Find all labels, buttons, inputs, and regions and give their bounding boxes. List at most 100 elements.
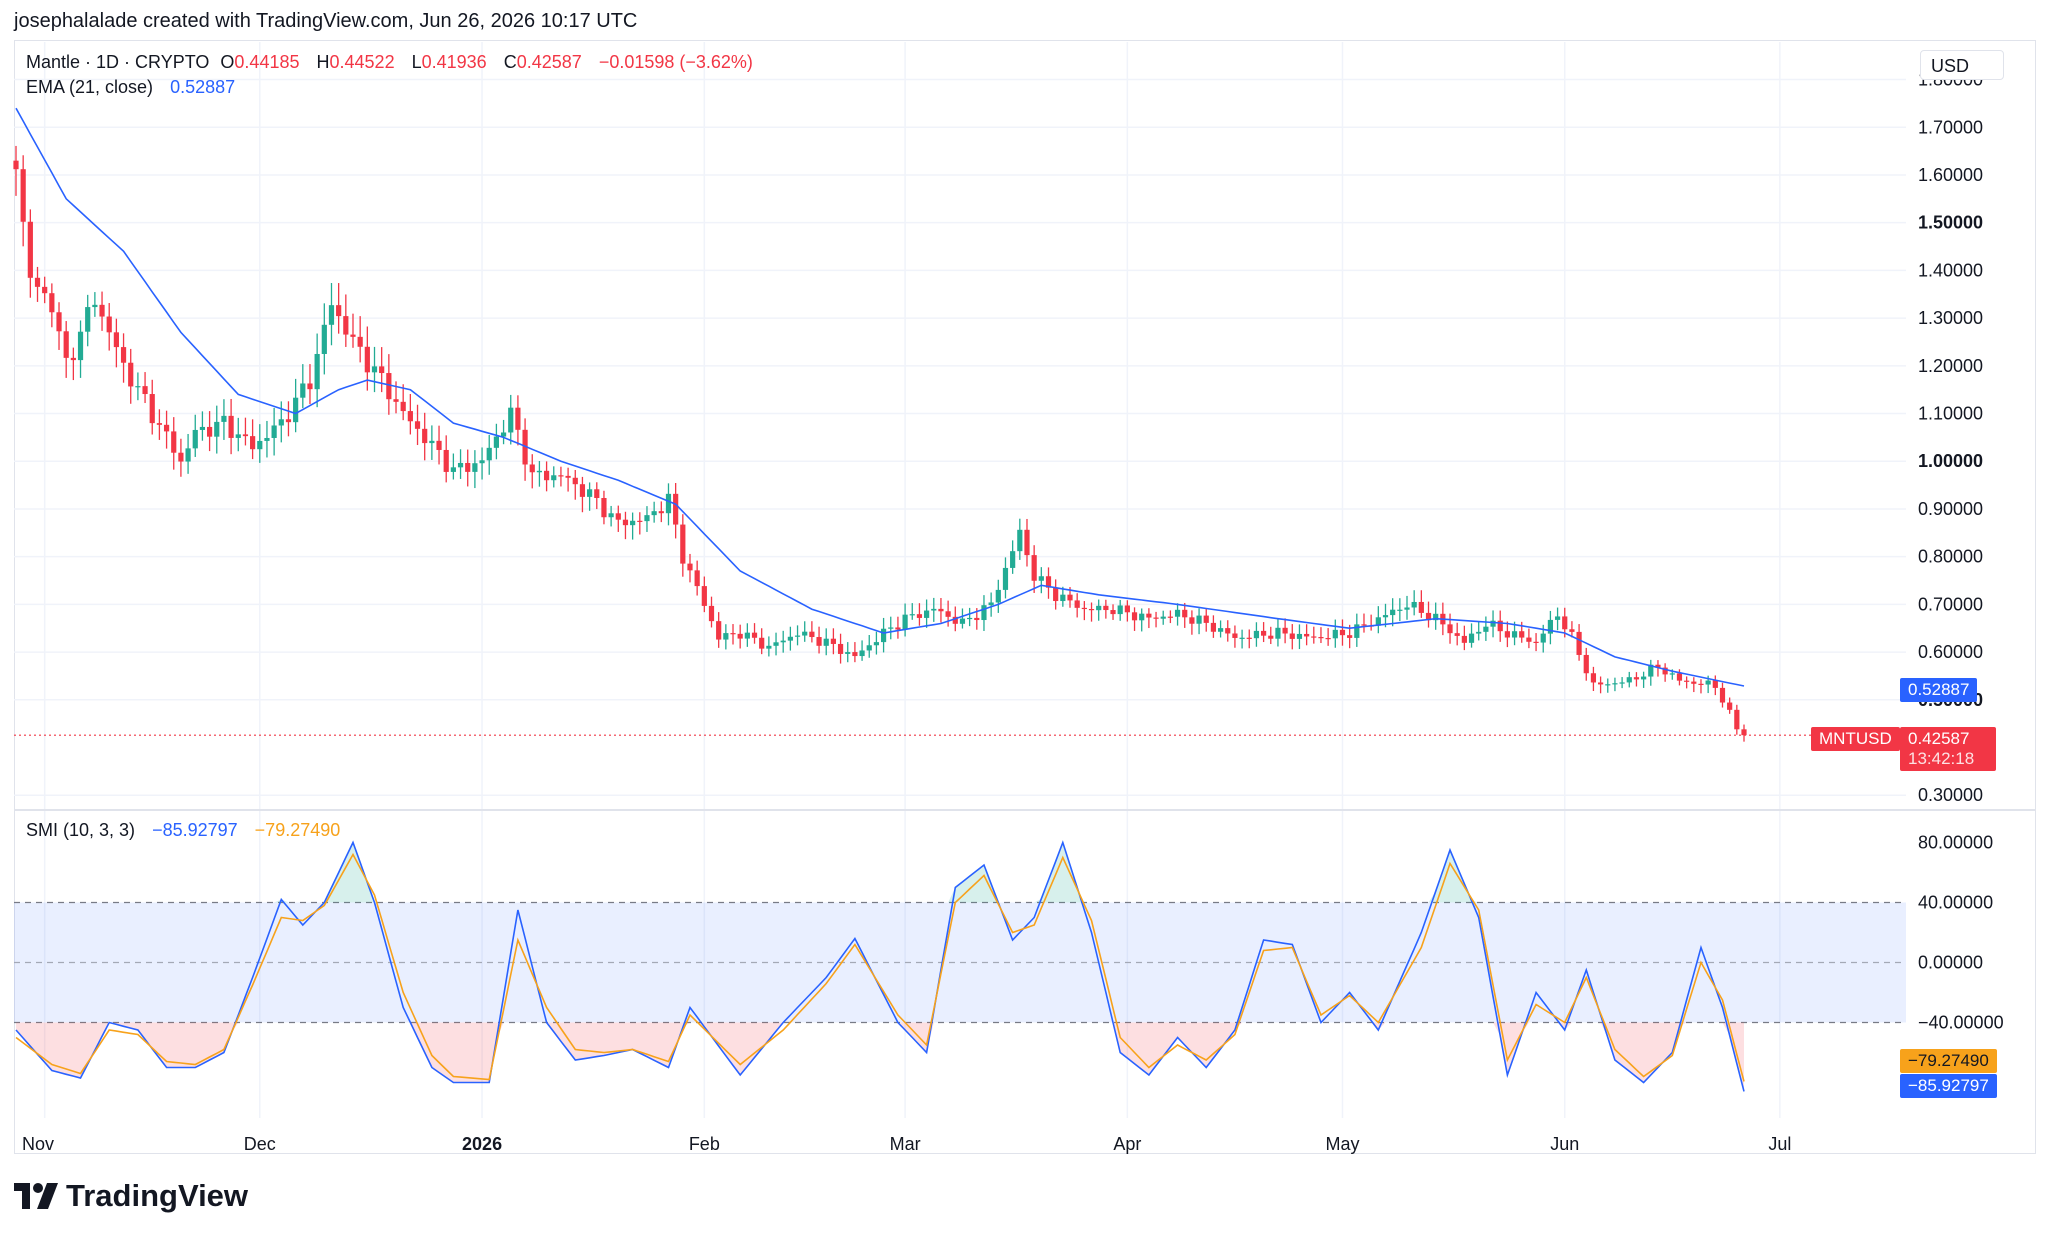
candle-body — [343, 316, 349, 335]
candle — [242, 417, 249, 446]
candle-body — [536, 470, 543, 473]
candle — [1483, 616, 1489, 641]
ema-price-badge: 0.52887 — [1900, 678, 1978, 702]
candle — [486, 434, 492, 475]
candle — [1253, 622, 1260, 647]
candle-body — [1232, 633, 1238, 638]
candle-body — [414, 421, 421, 429]
x-tick-label: Mar — [890, 1134, 921, 1154]
candle — [1239, 629, 1245, 649]
close-label: C — [503, 52, 517, 72]
candle — [1024, 518, 1030, 567]
candle-body — [192, 429, 198, 449]
candle — [371, 346, 378, 393]
candle — [336, 283, 342, 334]
candle-body — [1433, 613, 1439, 621]
candle-body — [1504, 631, 1510, 638]
candle — [1605, 678, 1611, 693]
currency-selector[interactable]: USD — [1920, 50, 2004, 80]
candle — [558, 466, 564, 487]
candle — [457, 449, 464, 479]
candle — [787, 626, 793, 651]
candle — [1139, 608, 1145, 632]
candle-body — [336, 305, 342, 317]
candle — [300, 364, 306, 409]
candle-body — [214, 421, 220, 437]
candle-body — [1361, 624, 1367, 626]
candle-body — [314, 353, 320, 390]
candle — [1418, 590, 1424, 618]
candle-body — [486, 447, 492, 461]
candle-body — [257, 440, 263, 450]
candle-body — [1174, 609, 1181, 617]
candle-body — [1110, 610, 1116, 615]
candle — [328, 283, 335, 346]
y-tick-label: 0.60000 — [1918, 642, 1983, 662]
candle — [264, 420, 270, 458]
candle — [192, 414, 198, 457]
candle — [1268, 626, 1274, 645]
candle — [515, 395, 521, 446]
candle-body — [773, 642, 779, 646]
candle-body — [673, 493, 679, 525]
candle — [723, 624, 729, 650]
candle-body — [1569, 629, 1575, 632]
candle — [1031, 545, 1037, 593]
candle — [99, 291, 105, 331]
candle — [529, 454, 535, 489]
candle — [49, 283, 55, 328]
candle-body — [135, 386, 141, 388]
candle-body — [622, 519, 629, 526]
candle — [587, 482, 593, 511]
candle-body — [730, 633, 736, 635]
candle-body — [1605, 684, 1611, 686]
chart-canvas[interactable]: NovDec2026FebMarAprMayJunJul1.800001.700… — [0, 0, 2048, 1170]
candle — [106, 303, 112, 351]
candle — [465, 449, 471, 487]
candle-body — [572, 477, 578, 485]
candle — [1311, 626, 1317, 644]
candle — [235, 417, 241, 452]
open-value: 0.44185 — [234, 52, 300, 72]
candle — [77, 320, 84, 378]
smi-label[interactable]: SMI (10, 3, 3) — [26, 820, 136, 840]
candle — [1490, 610, 1496, 638]
candle-body — [142, 386, 148, 395]
candle — [1504, 621, 1510, 648]
candle — [845, 642, 851, 663]
candle-body — [508, 407, 514, 433]
candle — [708, 596, 715, 628]
candle-body — [156, 423, 163, 425]
symbol-label[interactable]: Mantle · 1D · CRYPTO — [26, 52, 210, 72]
candle-body — [443, 449, 449, 472]
candle — [680, 514, 686, 577]
candle-body — [1268, 635, 1274, 639]
candle — [185, 433, 191, 474]
candle-body — [1139, 613, 1145, 621]
candle — [959, 608, 966, 629]
candle-body — [206, 426, 213, 437]
brand-name: TradingView — [66, 1178, 249, 1213]
candle-body — [1347, 635, 1353, 638]
candle — [450, 453, 456, 480]
candle-body — [1526, 637, 1532, 642]
y-tick-label: 0.90000 — [1918, 499, 1983, 519]
candle — [1361, 613, 1367, 633]
candle — [924, 599, 930, 628]
candle-body — [1727, 702, 1733, 710]
candle — [1612, 677, 1618, 692]
chart-frame — [14, 40, 2036, 1154]
tradingview-logo[interactable]: TradingView — [14, 1178, 248, 1214]
candle-body — [1311, 636, 1317, 638]
candle-body — [952, 616, 958, 624]
candle-body — [852, 652, 858, 657]
candle — [830, 628, 836, 655]
ema-label[interactable]: EMA (21, close) — [26, 77, 154, 97]
candle — [873, 631, 880, 655]
candle — [823, 628, 829, 656]
candle — [1476, 621, 1482, 641]
candle-body — [1153, 617, 1159, 619]
candle-body — [515, 407, 521, 430]
candle-body — [529, 464, 535, 473]
candle — [400, 384, 406, 421]
